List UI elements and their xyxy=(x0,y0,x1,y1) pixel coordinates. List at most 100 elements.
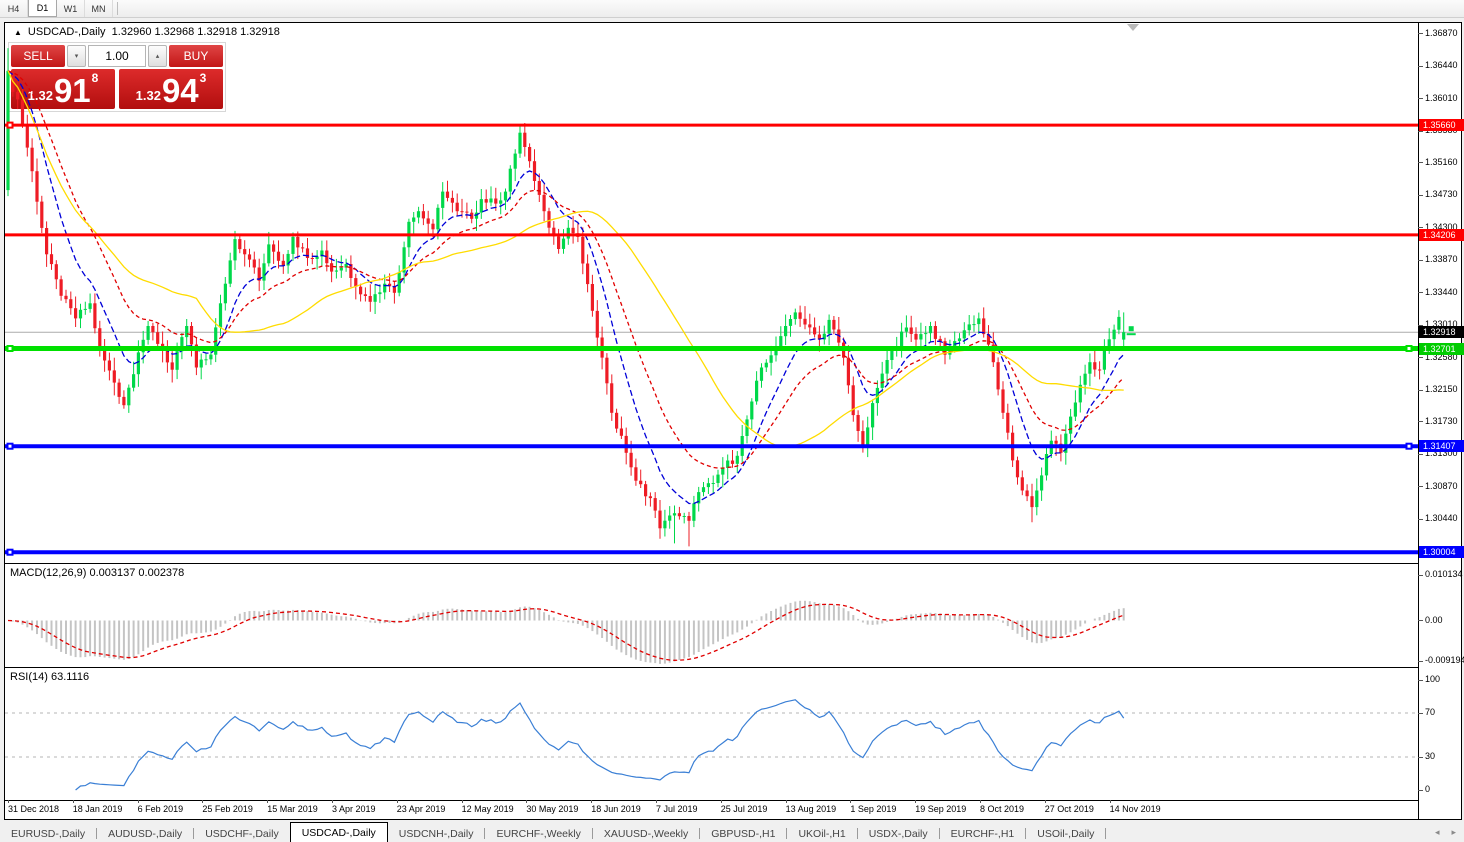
rsi-indicator-label: RSI(14) 63.1116 xyxy=(10,671,90,683)
tabbar-scroll-left-icon[interactable]: ◂ xyxy=(1434,826,1440,837)
time-axis-label: 18 Jun 2019 xyxy=(591,804,641,814)
timeframe-button-d1[interactable]: D1 xyxy=(28,0,57,17)
chart-tab-eurchf-h1[interactable]: EURCHF-,H1 xyxy=(950,827,1015,840)
hline-price-badge: 1.31407 xyxy=(1419,440,1464,453)
chart-window-border xyxy=(4,22,1462,23)
last-price-marker xyxy=(1126,326,1136,336)
price-axis-label: 1.34730 xyxy=(1425,189,1458,200)
hline-price-badge: 1.30004 xyxy=(1419,546,1464,559)
rsi-levels xyxy=(5,712,1418,758)
macd-axis-label: 0.010134 xyxy=(1425,569,1463,580)
price-axis-tick xyxy=(1418,421,1423,423)
chart-tab-usdchf-daily[interactable]: USDCHF-,Daily xyxy=(205,827,279,840)
timeframe-button-h4[interactable]: H4 xyxy=(0,0,28,17)
time-axis-label: 30 May 2019 xyxy=(526,804,579,814)
chart-tab-usdx-daily[interactable]: USDX-,Daily xyxy=(868,827,928,840)
tab-separator xyxy=(591,828,593,839)
macd-axis-tick xyxy=(1418,620,1423,621)
price-axis-tick xyxy=(1418,357,1423,359)
timeframe-toolbar: H4 D1 W1 MN xyxy=(0,0,1464,18)
price-axis-tick xyxy=(1418,162,1423,164)
moving-averages xyxy=(7,70,1125,505)
sell-price-pips: 91 xyxy=(53,72,91,109)
collapse-icon[interactable]: ▲ xyxy=(14,28,22,37)
price-axis-label: 1.33010 xyxy=(1425,319,1458,330)
chart-tab-usoil-daily[interactable]: USOil-,Daily xyxy=(1037,827,1095,840)
price-axis-tick xyxy=(1418,292,1423,294)
tab-separator xyxy=(786,828,788,839)
time-axis-label: 3 Apr 2019 xyxy=(332,804,376,814)
macd-axis-tick xyxy=(1418,574,1423,576)
current-price-badge: 1.32918 xyxy=(1419,326,1464,339)
time-axis-label: 25 Feb 2019 xyxy=(202,804,253,814)
rsi-axis-label: 30 xyxy=(1425,751,1436,761)
chart-tab-ukoil-h1[interactable]: UKOil-,H1 xyxy=(798,827,846,840)
time-axis-tick xyxy=(850,800,852,803)
macd-indicator-label: MACD(12,26,9) 0.003137 0.002378 xyxy=(10,567,185,579)
fast-ma-line xyxy=(7,70,1125,505)
volume-input[interactable]: 1.00 xyxy=(88,45,146,67)
macd-axis-label: 0.00 xyxy=(1425,614,1443,625)
price-axis-tick xyxy=(1418,194,1423,196)
chart-tab-eurchf-weekly[interactable]: EURCHF-,Weekly xyxy=(496,827,581,840)
rsi-axis-tick xyxy=(1418,756,1423,758)
price-axis-label: 1.31730 xyxy=(1425,415,1458,426)
volume-increase-button[interactable]: ▴ xyxy=(148,45,167,67)
price-axis-label: 1.35160 xyxy=(1425,156,1458,167)
chart-tab-xauusd-weekly[interactable]: XAUUSD-,Weekly xyxy=(603,827,689,840)
time-axis-tick xyxy=(461,800,463,803)
rsi-axis-tick xyxy=(1418,679,1423,681)
price-axis-label: 1.33870 xyxy=(1425,254,1458,265)
time-axis-label: 25 Jul 2019 xyxy=(720,804,768,814)
buy-button[interactable]: BUY xyxy=(169,45,223,67)
pane-separators xyxy=(5,563,1418,801)
tab-separator xyxy=(699,828,701,839)
time-axis-label: 31 Dec 2018 xyxy=(8,804,60,814)
time-axis-label: 18 Jan 2019 xyxy=(72,804,123,814)
tabbar-scroll-right-icon[interactable]: ▸ xyxy=(1451,826,1456,837)
sell-price-whole: 1.32 xyxy=(27,88,53,103)
chart-tab-audusd-daily[interactable]: AUDUSD-,Daily xyxy=(108,827,183,840)
price-axis-label: 1.32150 xyxy=(1425,384,1458,395)
time-axis-label: 7 Jul 2019 xyxy=(656,804,698,814)
timeframe-button-mn[interactable]: MN xyxy=(85,0,113,17)
time-axis-label: 19 Sep 2019 xyxy=(915,804,967,814)
timeframe-button-w1[interactable]: W1 xyxy=(57,0,85,17)
price-axis-label: 1.31300 xyxy=(1425,448,1458,459)
chart-tab-usdcad-daily[interactable]: USDCAD-,Daily xyxy=(289,822,388,842)
horizontal-lines xyxy=(5,121,1418,556)
candles xyxy=(6,48,1126,547)
chart-window-border xyxy=(1461,22,1462,820)
time-axis-label: 8 Oct 2019 xyxy=(980,804,1025,814)
symbol-period-label: USDCAD-,Daily xyxy=(27,26,106,38)
tab-separator xyxy=(96,828,98,839)
volume-decrease-button[interactable]: ▾ xyxy=(67,45,86,67)
chart-tab-gbpusd-h1[interactable]: GBPUSD-,H1 xyxy=(711,827,776,840)
price-axis-label: 1.36440 xyxy=(1425,60,1458,71)
time-axis-tick xyxy=(72,800,74,803)
rsi-axis-tick xyxy=(1418,712,1423,714)
time-axis-tick xyxy=(1044,800,1046,803)
price-axis-tick xyxy=(1418,324,1423,326)
scroll-to-end-icon[interactable] xyxy=(1127,24,1139,31)
chart-canvas[interactable] xyxy=(5,22,1418,820)
sell-button[interactable]: SELL xyxy=(11,45,65,67)
chart-tab-usdcnh-daily[interactable]: USDCNH-,Daily xyxy=(398,827,474,840)
rsi-axis-label: 0 xyxy=(1425,784,1431,794)
buy-price-pips: 94 xyxy=(161,72,199,109)
chart-tab-eurusd-daily[interactable]: EURUSD-,Daily xyxy=(11,827,86,840)
ohlc-quote: 1.32960 1.32968 1.32918 1.32918 xyxy=(111,26,280,38)
price-axis-tick xyxy=(1418,486,1423,488)
rsi-line xyxy=(75,699,1125,791)
price-axis-label: 1.30440 xyxy=(1425,513,1458,524)
macd-axis-label: -0.009194 xyxy=(1425,655,1464,666)
chart-background[interactable] xyxy=(5,23,1461,819)
price-axis-label: 1.36870 xyxy=(1425,27,1458,38)
rsi-axis-tick xyxy=(1418,789,1423,791)
time-axis-label: 1 Sep 2019 xyxy=(850,804,897,814)
sell-price-point: 8 xyxy=(91,71,99,85)
price-axis-tick xyxy=(1418,33,1423,35)
buy-price-button[interactable]: 1.32 94 3 xyxy=(119,69,223,109)
hline-price-badge: 1.32701 xyxy=(1419,342,1464,355)
time-axis-tick xyxy=(1109,800,1111,803)
